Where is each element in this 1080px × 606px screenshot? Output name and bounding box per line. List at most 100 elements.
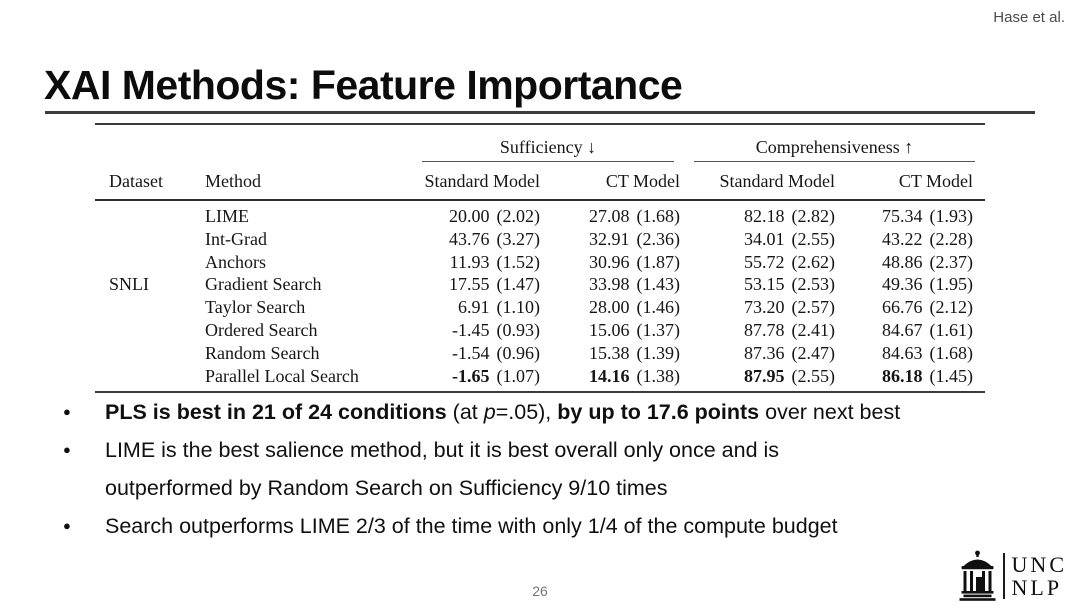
metric-std: (1.39) — [636, 342, 681, 363]
bullet-text: PLS is best in 21 of 24 conditions (at p… — [105, 393, 1063, 431]
metric-std: (1.93) — [929, 206, 974, 226]
col-header-comp-ct: CT Model — [898, 171, 973, 191]
bullet-segment: PLS is best in 21 of 24 conditions — [105, 400, 447, 424]
method-cell: Int-Grad — [205, 228, 267, 249]
metric-value: 84.67 — [882, 319, 923, 340]
logo-text: UNC NLP — [1012, 553, 1067, 599]
value-cell: 6.91 (1.10) — [420, 296, 540, 319]
table-header-rule — [95, 199, 985, 201]
value-cell: 27.08 (1.68) — [540, 205, 680, 228]
col-header-dataset: Dataset — [109, 171, 163, 191]
metric-value: 28.00 — [589, 297, 630, 318]
metric-std: (2.12) — [929, 297, 974, 318]
metric-value: 30.96 — [589, 251, 630, 272]
dataset-cell — [95, 296, 205, 319]
metric-std: (2.37) — [929, 251, 974, 272]
metric-std: (2.53) — [791, 274, 836, 295]
title-underline — [45, 111, 1035, 114]
metric-std: (1.87) — [636, 251, 681, 272]
metric-value: 27.08 — [589, 206, 630, 226]
value-cell: 82.18 (2.82) — [680, 205, 835, 228]
table-top-rule — [95, 123, 985, 125]
value-cell: 28.00 (1.46) — [540, 296, 680, 319]
metric-std: (1.68) — [636, 206, 681, 226]
metric-std: (0.93) — [496, 319, 541, 340]
bullet-segment: by up to 17.6 points — [557, 400, 760, 424]
metric-std: (1.37) — [636, 319, 681, 340]
method-cell: Parallel Local Search — [205, 365, 359, 386]
bullet-line: Search outperforms LIME 2/3 of the time … — [105, 507, 1063, 545]
metric-value: 75.34 — [882, 206, 923, 226]
metric-std: (2.28) — [929, 228, 974, 249]
bullet-item: ● PLS is best in 21 of 24 conditions (at … — [58, 393, 1063, 431]
dataset-cell — [95, 319, 205, 342]
value-cell: -1.45 (0.93) — [420, 319, 540, 342]
col-header-suff-ct: CT Model — [605, 171, 680, 191]
metric-std: (1.38) — [636, 365, 681, 386]
dataset-cell — [95, 342, 205, 365]
metric-value: 6.91 — [458, 297, 490, 318]
value-cell: -1.65 (1.07) — [420, 365, 540, 388]
results-table-grid: Sufficiency ↓ Comprehensiveness ↑ Datase… — [95, 123, 985, 394]
metric-std: (1.43) — [636, 274, 681, 295]
bullet-item: ● Search outperforms LIME 2/3 of the time… — [58, 507, 1063, 545]
value-cell: 73.20 (2.57) — [680, 296, 835, 319]
value-cell: 17.55 (1.47) — [420, 273, 540, 296]
dataset-cell — [95, 365, 205, 388]
value-cell: 66.76 (2.12) — [835, 296, 985, 319]
metric-std: (3.27) — [496, 228, 541, 249]
bullet-text: LIME is the best salience method, but it… — [105, 431, 1063, 507]
value-cell: 32.91 (2.36) — [540, 228, 680, 251]
metric-std: (1.10) — [496, 297, 541, 318]
metric-value: 73.20 — [744, 297, 785, 318]
bullet-line: PLS is best in 21 of 24 conditions (at p… — [105, 393, 1063, 431]
metric-value: -1.45 — [452, 319, 490, 340]
metric-value: 34.01 — [744, 228, 785, 249]
value-cell: 43.76 (3.27) — [420, 228, 540, 251]
metric-value: 15.38 — [589, 342, 630, 363]
metric-value: -1.54 — [452, 342, 490, 363]
metric-std: (2.62) — [791, 251, 836, 272]
value-cell: 55.72 (2.62) — [680, 251, 835, 274]
value-cell: 11.93 (1.52) — [420, 251, 540, 274]
bullet-line: LIME is the best salience method, but it… — [105, 431, 1063, 469]
metric-value: -1.65 — [452, 365, 490, 386]
value-cell: 75.34 (1.93) — [835, 205, 985, 228]
metric-std: (1.52) — [496, 251, 541, 272]
metric-value: 66.76 — [882, 297, 923, 318]
dataset-cell — [95, 205, 205, 228]
bullet-dot-icon: ● — [63, 404, 71, 419]
metric-std: (1.07) — [496, 365, 541, 386]
metric-std: (2.57) — [791, 297, 836, 318]
bullet-segment: outperformed by Random Search on Suffici… — [105, 476, 668, 500]
bullet-segment: =.05), — [495, 400, 558, 424]
unc-nlp-logo: UNC NLP — [959, 550, 1067, 601]
bullet-dot-icon: ● — [63, 518, 71, 533]
value-cell: 30.96 (1.87) — [540, 251, 680, 274]
metric-value: 15.06 — [589, 319, 630, 340]
metric-std: (2.82) — [791, 206, 836, 226]
metric-std: (1.61) — [929, 319, 974, 340]
metric-value: 11.93 — [449, 251, 490, 272]
metric-value: 87.36 — [744, 342, 785, 363]
value-cell: 20.00 (2.02) — [420, 205, 540, 228]
metric-value: 43.22 — [882, 228, 923, 249]
col-header-comp-standard: Standard Model — [719, 171, 835, 191]
metric-value: 55.72 — [744, 251, 785, 272]
bullet-segment: Search outperforms LIME 2/3 of the time … — [105, 514, 838, 538]
metric-std: (1.47) — [496, 274, 541, 295]
metric-std: (2.02) — [496, 206, 541, 226]
metric-value: 49.36 — [882, 274, 923, 295]
metric-value: 82.18 — [744, 206, 785, 226]
attribution-text: Hase et al. — [993, 9, 1065, 26]
col-header-method: Method — [205, 171, 261, 191]
group-header-comprehensiveness: Comprehensiveness ↑ — [694, 125, 975, 162]
bullet-dot-icon: ● — [63, 442, 71, 457]
value-cell: 87.36 (2.47) — [680, 342, 835, 365]
page-title: XAI Methods: Feature Importance — [44, 62, 683, 108]
metric-std: (1.95) — [929, 274, 974, 295]
value-cell: 87.78 (2.41) — [680, 319, 835, 342]
value-cell: 43.22 (2.28) — [835, 228, 985, 251]
metric-std: (0.96) — [496, 342, 541, 363]
